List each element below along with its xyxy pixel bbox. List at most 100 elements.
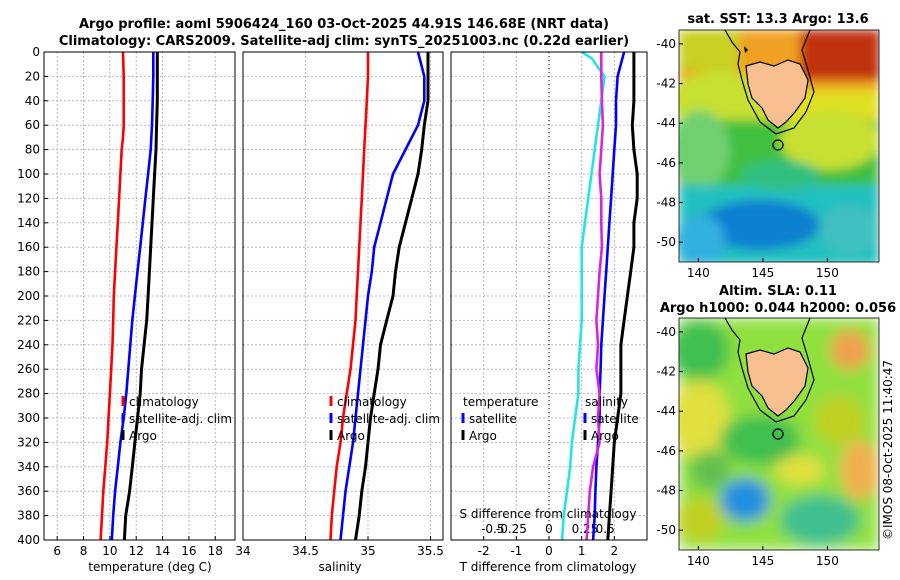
- map-x-tick-label: 145: [751, 266, 774, 280]
- sal-legend-label: Argo: [337, 429, 365, 443]
- x-tick-label: -2: [478, 544, 490, 558]
- temp-legend-label: satellite-adj. clim: [129, 412, 232, 426]
- y-tick-label: 360: [17, 484, 40, 498]
- y-tick-label: 260: [17, 362, 40, 376]
- diff-legend-s-label: Argo: [591, 429, 619, 443]
- y-tick-label: 320: [17, 435, 40, 449]
- secondary-x-tick-label: -0.5: [481, 522, 504, 536]
- series-argo: [354, 52, 430, 541]
- y-tick-label: 200: [17, 289, 40, 303]
- map-x-tick-label: 140: [687, 554, 710, 568]
- y-tick-label: 220: [17, 313, 40, 327]
- x-tick-label: -1: [510, 544, 522, 558]
- difference-panel: -2 -1 0 1 2 -0.5-0.25 0 0.250.5 temperature satel…: [450, 50, 648, 558]
- series-satellite: [339, 51, 426, 541]
- map-y-tick-label: -46: [656, 156, 676, 170]
- x-tick-label: 34: [235, 544, 250, 558]
- sla-map-title-1: Altim. SLA: 0.11: [719, 284, 837, 299]
- diff-legend-t-label: satellite: [469, 412, 517, 426]
- x-tick-label: 12: [129, 544, 144, 558]
- y-tick-label: 40: [25, 94, 40, 108]
- x-tick-label: 16: [181, 544, 196, 558]
- title-line-1: Argo profile: aoml 5906424_160 03-Oct-20…: [79, 17, 609, 32]
- map-y-tick-label: -50: [656, 523, 676, 537]
- sla-map-axes: 140 145 150 -40 -42 -44 -46 -48 -50: [656, 325, 838, 568]
- map-y-tick-label: -48: [656, 196, 676, 210]
- map-y-tick-label: -48: [656, 484, 676, 498]
- series-t-argo: [606, 52, 639, 541]
- temp-legend-label: climatology: [129, 395, 199, 409]
- map-y-tick-label: -46: [656, 444, 676, 458]
- series-s-satellite: [591, 51, 626, 541]
- secondary-x-tick-label: 0.5: [596, 522, 615, 536]
- credit-text: ©IMOS 08-Oct-2025 11:40:47: [881, 360, 895, 540]
- x-tick-label: 2: [611, 544, 619, 558]
- map-y-tick-label: -40: [656, 325, 676, 339]
- y-tick-label: 60: [25, 118, 40, 132]
- sla-map-image: [679, 318, 879, 550]
- diff-legend-s-label: salinity: [585, 395, 628, 409]
- temp-legend-label: Argo: [129, 429, 157, 443]
- map-y-tick-label: -44: [656, 116, 676, 130]
- y-tick-label: 280: [17, 387, 40, 401]
- x-tick-label: 8: [80, 544, 88, 558]
- y-tick-label: 380: [17, 509, 40, 523]
- y-tick-label: 400: [17, 533, 40, 547]
- y-tick-label: 300: [17, 411, 40, 425]
- map-y-tick-label: -44: [656, 404, 676, 418]
- x-tick-label: 34.5: [292, 544, 319, 558]
- series-climatology: [329, 52, 370, 541]
- y-tick-label: 100: [17, 167, 40, 181]
- salinity-panel: 34 34.5 35 35.5 climatology satellite-adj. cl…: [235, 51, 444, 558]
- x-tick-label: 35: [360, 544, 375, 558]
- map-x-tick-label: 140: [687, 266, 710, 280]
- sal-legend-label: climatology: [337, 395, 407, 409]
- temperature-xlabel: temperature (deg C): [88, 560, 211, 574]
- diff-legend-t-label: temperature: [463, 395, 538, 409]
- map-y-tick-label: -42: [656, 365, 676, 379]
- difference-secondary-xlabel: S difference from climatology: [460, 507, 637, 521]
- x-tick-label: 6: [53, 544, 61, 558]
- y-tick-label: 120: [17, 191, 40, 205]
- series-argo: [122, 52, 159, 541]
- series-s-argo: [585, 52, 605, 541]
- x-tick-label: 35.5: [417, 544, 444, 558]
- sal-legend-label: satellite-adj. clim: [337, 412, 440, 426]
- map-y-tick-label: -50: [656, 235, 676, 249]
- y-tick-label: 20: [25, 69, 40, 83]
- temperature-panel: 6 8 10 12 14 16 180204060801001201401601802002…: [17, 45, 236, 558]
- title-line-2: Climatology: CARS2009. Satellite-adj cli…: [59, 34, 629, 49]
- y-tick-label: 180: [17, 265, 40, 279]
- secondary-x-tick-label: 0: [545, 522, 553, 536]
- y-tick-label: 140: [17, 216, 40, 230]
- diff-legend-s-label: satellite: [591, 412, 639, 426]
- series-climatology: [99, 51, 125, 541]
- panel-frame: [43, 51, 236, 541]
- y-tick-label: 240: [17, 338, 40, 352]
- series-t-satellite: [560, 50, 606, 541]
- map-x-tick-label: 145: [751, 554, 774, 568]
- x-tick-label: 14: [155, 544, 170, 558]
- map-x-tick-label: 150: [816, 554, 839, 568]
- map-y-tick-label: -40: [656, 37, 676, 51]
- series-satellite: [110, 52, 155, 541]
- sla-map-title-2: Argo h1000: 0.044 h2000: 0.056: [660, 301, 896, 316]
- sst-argo-marker: [772, 139, 784, 151]
- sst-map-image: [679, 30, 879, 262]
- sst-map-title: sat. SST: 13.3 Argo: 13.6: [687, 12, 868, 27]
- y-tick-label: 0: [32, 45, 40, 59]
- panel-frame: [242, 51, 444, 541]
- sla-argo-marker: [772, 428, 784, 440]
- y-tick-label: 80: [25, 143, 40, 157]
- y-tick-label: 160: [17, 240, 40, 254]
- x-tick-label: 18: [208, 544, 223, 558]
- x-tick-label: 10: [102, 544, 117, 558]
- map-x-tick-label: 150: [816, 266, 839, 280]
- salinity-xlabel: salinity: [318, 560, 361, 574]
- x-tick-label: 1: [578, 544, 586, 558]
- secondary-x-tick-label: 0.25: [572, 522, 599, 536]
- map-y-tick-label: -42: [656, 77, 676, 91]
- x-tick-label: 0: [545, 544, 553, 558]
- diff-legend-t-label: Argo: [469, 429, 497, 443]
